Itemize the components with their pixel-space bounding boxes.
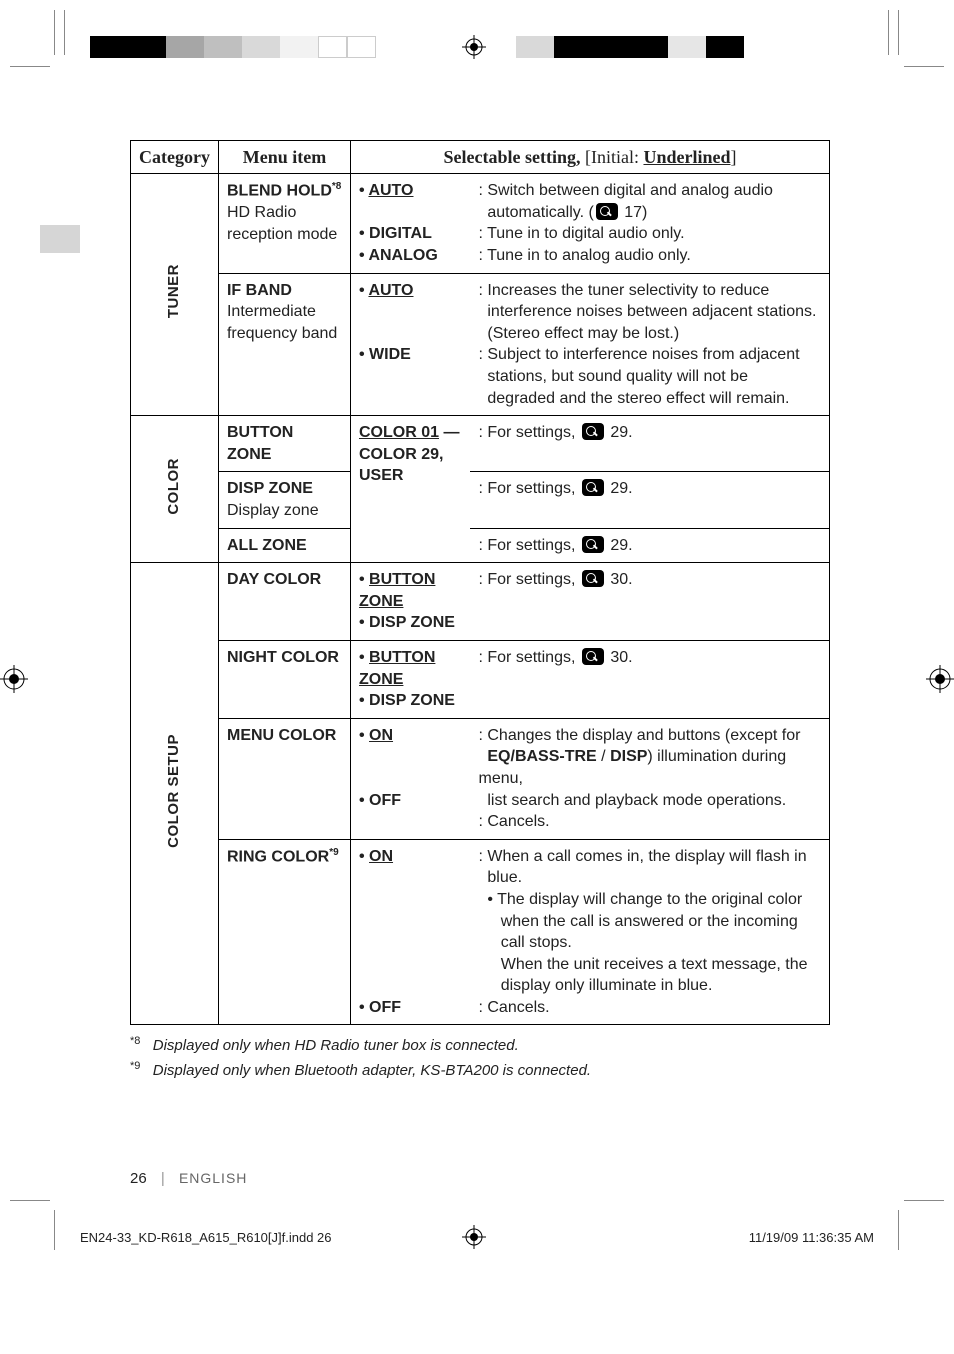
desc-day-color: : For settings, 30.: [470, 563, 829, 641]
table-row: DISP ZONE Display zone : For settings, 2…: [131, 472, 830, 528]
desc-menu-color: : Changes the display and buttons (excep…: [470, 718, 829, 839]
category-color-setup: COLOR SETUP: [131, 563, 219, 1025]
settings-night-color: • BUTTON ZONE • DISP ZONE: [350, 640, 470, 718]
settings-color-shared: COLOR 01 — COLOR 29, USER: [350, 416, 470, 563]
settings-menu-color: • ON • OFF: [350, 718, 470, 839]
page-ref-icon: [582, 648, 604, 665]
page-footer: 26 | ENGLISH: [130, 1170, 247, 1187]
indd-timestamp: 11/19/09 11:36:35 AM: [749, 1230, 874, 1245]
desc-ifband: : Increases the tuner selectivity to red…: [470, 273, 829, 416]
registration-target-icon: [926, 665, 954, 693]
header-menu-item: Menu item: [218, 141, 350, 174]
color-swatches-right: [516, 36, 744, 58]
category-color: COLOR: [131, 416, 219, 563]
registration-target-icon: [462, 35, 486, 59]
table-row: COLOR BUTTON ZONE COLOR 01 — COLOR 29, U…: [131, 416, 830, 472]
table-row: NIGHT COLOR • BUTTON ZONE • DISP ZONE : …: [131, 640, 830, 718]
settings-ring-color: • ON • OFF: [350, 839, 470, 1025]
side-tab-left: [40, 225, 80, 253]
menu-item-all-zone: ALL ZONE: [218, 528, 350, 563]
desc-blend: : Switch between digital and analog audi…: [470, 174, 829, 273]
table-row: COLOR SETUP DAY COLOR • BUTTON ZONE • DI…: [131, 563, 830, 641]
menu-item-ring-color: RING COLOR*9: [218, 839, 350, 1025]
menu-item-night-color: NIGHT COLOR: [218, 640, 350, 718]
desc-all-zone: : For settings, 29.: [470, 528, 829, 563]
footnotes: *8 Displayed only when HD Radio tuner bo…: [130, 1033, 830, 1082]
desc-button-zone: : For settings, 29.: [470, 416, 829, 472]
page-ref-icon: [582, 536, 604, 553]
menu-item-blend-hold: BLEND HOLD*8 HD Radio reception mode: [218, 174, 350, 273]
desc-ring-color: : When a call comes in, the display will…: [470, 839, 829, 1025]
settings-blend: • AUTO • DIGITAL • ANALOG: [350, 174, 470, 273]
table-header-row: Category Menu item Selectable setting, […: [131, 141, 830, 174]
settings-ifband: • AUTO • WIDE: [350, 273, 470, 416]
menu-item-if-band: IF BAND Intermediate frequency band: [218, 273, 350, 416]
category-tuner: TUNER: [131, 174, 219, 416]
table-row: RING COLOR*9 • ON • OFF : When a call co…: [131, 839, 830, 1025]
header-category: Category: [131, 141, 219, 174]
color-swatches-left: [90, 36, 376, 58]
menu-item-day-color: DAY COLOR: [218, 563, 350, 641]
page-content: Category Menu item Selectable setting, […: [130, 140, 830, 1082]
page-ref-icon: [582, 479, 604, 496]
table-row: TUNER BLEND HOLD*8 HD Radio reception mo…: [131, 174, 830, 273]
page-ref-icon: [596, 203, 618, 220]
header-selectable: Selectable setting, [Initial: Underlined…: [350, 141, 829, 174]
page-ref-icon: [582, 570, 604, 587]
indd-file: EN24-33_KD-R618_A615_R610[J]f.indd 26: [80, 1230, 332, 1245]
menu-item-disp-zone: DISP ZONE Display zone: [218, 472, 350, 528]
settings-day-color: • BUTTON ZONE • DISP ZONE: [350, 563, 470, 641]
menu-item-menu-color: MENU COLOR: [218, 718, 350, 839]
menu-item-button-zone: BUTTON ZONE: [218, 416, 350, 472]
table-row: ALL ZONE : For settings, 29.: [131, 528, 830, 563]
table-row: MENU COLOR • ON • OFF : Changes the disp…: [131, 718, 830, 839]
page-ref-icon: [582, 423, 604, 440]
crop-marks-top: [0, 0, 954, 80]
table-row: IF BAND Intermediate frequency band • AU…: [131, 273, 830, 416]
registration-target-icon: [0, 665, 28, 693]
desc-night-color: : For settings, 30.: [470, 640, 829, 718]
menu-table: Category Menu item Selectable setting, […: [130, 140, 830, 1025]
desc-disp-zone: : For settings, 29.: [470, 472, 829, 528]
indd-footer: EN24-33_KD-R618_A615_R610[J]f.indd 26 11…: [80, 1230, 874, 1245]
